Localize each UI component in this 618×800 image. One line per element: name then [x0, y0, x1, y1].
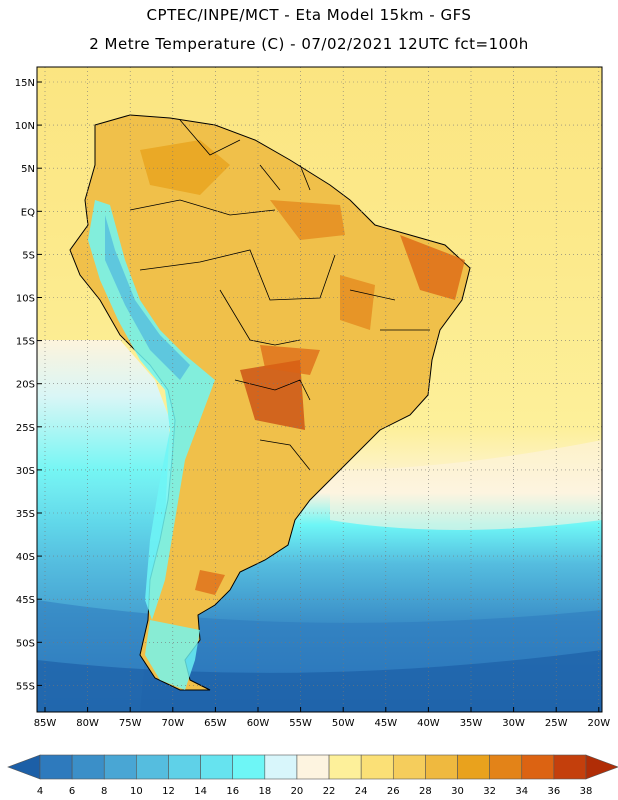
colorbar [7, 754, 618, 780]
lat-label: 15N [15, 78, 35, 89]
colorbar-swatch [200, 754, 234, 780]
lon-label: 20W [587, 718, 610, 729]
south-america-land [69, 114, 471, 691]
colorbar-swatch [521, 754, 555, 780]
lon-label: 85W [34, 718, 57, 729]
colorbar-swatch [168, 754, 201, 780]
lat-label: 15S [16, 337, 35, 348]
lat-label: 5S [22, 250, 35, 261]
colorbar-labels: 4 6 8 10 12 14 16 18 20 22 24 26 28 30 32 34 36 38 [37, 786, 593, 797]
colorbar-swatch [360, 754, 394, 780]
colorbar-swatch [457, 754, 490, 780]
colorbar-level-label: 4 [37, 786, 43, 797]
colorbar-swatch [136, 754, 169, 780]
lat-label: 50S [16, 638, 35, 649]
latitude-labels: 15N 10N 5N EQ 5S 10S 15S 20S 25S 30S 35S 40S 45S 50S 5… [15, 78, 42, 692]
colorbar-level-label: 12 [162, 786, 175, 797]
colorbar-swatch [296, 754, 330, 780]
colorbar-swatch [39, 754, 73, 780]
longitude-labels: 85W 80W 75W 70W 65W 60W 55W 50W 45W 40W 35W 30W 25W 2… [34, 707, 610, 729]
lon-label: 30W [502, 718, 525, 729]
lat-label: 10N [15, 121, 35, 132]
colorbar-level-label: 28 [419, 786, 432, 797]
colorbar-level-label: 38 [580, 786, 593, 797]
lat-label: 25S [16, 423, 35, 434]
lon-label: 70W [161, 718, 184, 729]
colorbar-level-label: 24 [355, 786, 368, 797]
colorbar-level-label: 6 [69, 786, 75, 797]
lat-label: 20S [16, 380, 35, 391]
colorbar-swatch [103, 754, 137, 780]
lon-label: 65W [204, 718, 227, 729]
lat-label: 5N [21, 164, 35, 175]
lon-label: 45W [374, 718, 397, 729]
lon-label: 35W [460, 718, 483, 729]
map-title: CPTEC/INPE/MCT - Eta Model 15km - GFS [146, 6, 472, 24]
colorbar-high-arrow [585, 754, 618, 780]
colorbar-swatch [553, 754, 587, 780]
lon-label: 60W [247, 718, 270, 729]
colorbar-swatch [232, 754, 266, 780]
colorbar-swatch [328, 754, 362, 780]
colorbar-swatch [71, 754, 105, 780]
colorbar-level-label: 16 [226, 786, 239, 797]
colorbar-swatch [425, 754, 458, 780]
colorbar-level-label: 26 [387, 786, 400, 797]
colorbar-swatch [392, 754, 426, 780]
colorbar-level-label: 34 [515, 786, 528, 797]
colorbar-level-label: 30 [451, 786, 464, 797]
lat-label: 40S [16, 552, 35, 563]
colorbar-level-label: 18 [258, 786, 271, 797]
lat-label: 45S [16, 595, 35, 606]
colorbar-level-label: 22 [323, 786, 336, 797]
lat-label: 10S [16, 294, 35, 305]
colorbar-level-label: 32 [483, 786, 496, 797]
lon-label: 75W [119, 718, 142, 729]
colorbar-low-arrow [7, 754, 41, 780]
lon-label: 55W [289, 718, 312, 729]
map-frame [36, 66, 603, 713]
lon-label: 50W [332, 718, 355, 729]
colorbar-level-label: 14 [194, 786, 207, 797]
lat-label: 30S [16, 466, 35, 477]
colorbar-level-label: 36 [548, 786, 561, 797]
colorbar-level-label: 8 [101, 786, 107, 797]
colorbar-swatch [489, 754, 523, 780]
lat-label: EQ [21, 207, 35, 218]
lat-label: 35S [16, 509, 35, 520]
colorbar-level-label: 20 [291, 786, 304, 797]
lat-label: 55S [16, 681, 35, 692]
lon-label: 25W [545, 718, 568, 729]
colorbar-swatch [264, 754, 298, 780]
colorbar-level-label: 10 [130, 786, 143, 797]
lon-label: 40W [417, 718, 440, 729]
map-subtitle: 2 Metre Temperature (C) - 07/02/2021 12U… [89, 35, 529, 53]
lon-label: 80W [76, 718, 99, 729]
